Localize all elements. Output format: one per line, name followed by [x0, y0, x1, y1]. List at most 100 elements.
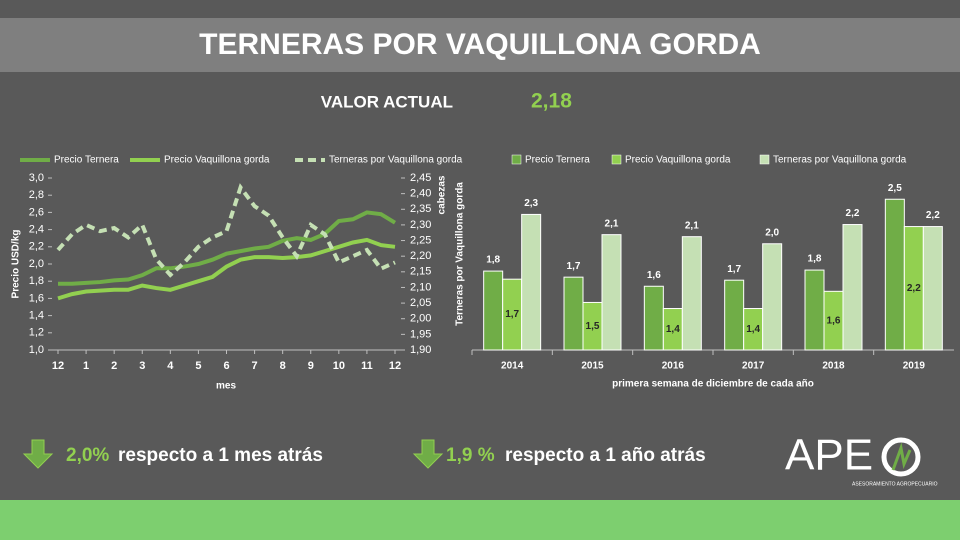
x-tick-label: 1 — [83, 360, 89, 372]
value-label: 1,7 — [505, 309, 519, 320]
y2-tick-label: 2,00 — [410, 313, 431, 325]
change-month-value: 2,0% — [66, 445, 109, 466]
title-band — [0, 18, 960, 72]
value-label: 2,1 — [685, 220, 699, 231]
x-tick-label: 5 — [195, 360, 201, 372]
line-series — [56, 183, 396, 278]
change-year-text: respecto a 1 año atrás — [505, 445, 706, 466]
y2-tick-label: 2,05 — [410, 297, 431, 309]
x-tick-label: 6 — [223, 360, 229, 372]
y2-tick-label: 2,35 — [410, 203, 431, 215]
bar — [681, 236, 702, 351]
legend-swatch — [759, 154, 770, 165]
legend-label: Terneras por Vaquillona gorda — [329, 155, 463, 166]
x-tick-label: 2018 — [822, 361, 845, 372]
change-month-text: respecto a 1 mes atrás — [118, 445, 323, 466]
value-label: 2,3 — [524, 198, 538, 209]
bar — [884, 198, 905, 351]
x-tick-label: 4 — [167, 360, 174, 372]
y-tick-label: 2,0 — [29, 258, 44, 270]
x-tick-label: 2017 — [742, 361, 765, 372]
y2-tick-label: 2,20 — [410, 250, 431, 262]
value-label: 1,4 — [666, 324, 680, 335]
value-label: 1,5 — [586, 321, 600, 332]
legend-swatch — [511, 154, 522, 165]
x-tick-label: 2015 — [581, 361, 604, 372]
line-series — [58, 210, 397, 286]
legend-label: Terneras por Vaquillona gorda — [773, 155, 907, 166]
down-arrow — [22, 439, 54, 469]
bar — [804, 269, 825, 351]
logo-mark — [891, 442, 912, 471]
value-label: 2,1 — [605, 218, 619, 229]
slide-title: TERNERAS POR VAQUILLONA GORDA — [199, 28, 761, 61]
x-tick-label: 12 — [389, 360, 401, 372]
y2-axis-label: cabezas — [437, 175, 448, 214]
y2-tick-label: 2,30 — [410, 219, 431, 231]
y2-tick-label: 2,40 — [410, 188, 431, 200]
legend-label: Precio Ternera — [525, 155, 590, 166]
bar — [521, 213, 542, 351]
value-label: 2,0 — [765, 227, 779, 238]
x-axis-label: mes — [216, 381, 236, 392]
y2-tick-label: 2,10 — [410, 281, 431, 293]
x-tick-label: 2019 — [903, 361, 926, 372]
x-tick-label: 8 — [280, 360, 286, 372]
y-tick-label: 1,2 — [29, 327, 44, 339]
value-label: 2,2 — [907, 283, 921, 294]
logo-subtitle: ASESORAMIENTO AGROPECUARIO — [852, 481, 938, 487]
current-label: VALOR ACTUAL — [321, 92, 453, 111]
value-label: 1,7 — [567, 261, 581, 272]
logo: APE — [785, 431, 873, 480]
bar — [601, 234, 622, 351]
y2-tick-label: 2,15 — [410, 266, 431, 278]
y-tick-label: 2,4 — [29, 224, 44, 236]
y-axis-label: Terneras por Vaquillona gorda — [455, 182, 466, 326]
legend-label: Precio Vaquillona gorda — [164, 155, 270, 166]
value-label: 1,8 — [808, 254, 822, 265]
bar — [724, 279, 745, 351]
y-axis-label: Precio USD/kg — [11, 230, 22, 299]
x-tick-label: 12 — [52, 360, 64, 372]
y-tick-label: 1,8 — [29, 275, 44, 287]
y-tick-label: 1,0 — [29, 344, 44, 356]
x-tick-label: 10 — [333, 360, 345, 372]
x-tick-label: 2014 — [501, 361, 524, 372]
y-tick-label: 1,4 — [29, 310, 44, 322]
y-tick-label: 2,8 — [29, 189, 44, 201]
value-label: 1,8 — [486, 255, 500, 266]
y2-tick-label: 1,95 — [410, 328, 431, 340]
bar — [643, 285, 664, 351]
value-label: 1,7 — [727, 264, 741, 275]
line-series — [57, 237, 396, 301]
value-label: 2,2 — [846, 208, 860, 219]
current-value: 2,18 — [531, 90, 572, 113]
y-tick-label: 2,6 — [29, 206, 44, 218]
value-label: 1,6 — [827, 315, 841, 326]
x-tick-label: 3 — [139, 360, 145, 372]
bar — [762, 243, 783, 351]
y2-tick-label: 1,90 — [410, 344, 431, 356]
bar — [922, 226, 943, 351]
legend-swatch — [611, 154, 622, 165]
bar — [842, 224, 863, 351]
value-label: 1,6 — [647, 270, 661, 281]
value-label: 2,2 — [926, 210, 940, 221]
legend-label: Precio Vaquillona gorda — [625, 155, 731, 166]
footer-band — [0, 500, 960, 540]
bar — [563, 276, 584, 351]
y-tick-label: 3,0 — [29, 172, 44, 184]
value-label: 1,4 — [746, 324, 760, 335]
x-tick-label: 11 — [361, 360, 373, 372]
legend-label: Precio Ternera — [54, 155, 119, 166]
down-arrow — [412, 439, 444, 469]
y2-tick-label: 2,25 — [410, 234, 431, 246]
x-axis-label: primera semana de diciembre de cada año — [612, 379, 814, 390]
x-tick-label: 7 — [252, 360, 258, 372]
x-tick-label: 2016 — [662, 361, 685, 372]
logo-circle — [881, 437, 921, 477]
y-tick-label: 1,6 — [29, 292, 44, 304]
x-tick-label: 2 — [111, 360, 117, 372]
x-tick-label: 9 — [308, 360, 314, 372]
